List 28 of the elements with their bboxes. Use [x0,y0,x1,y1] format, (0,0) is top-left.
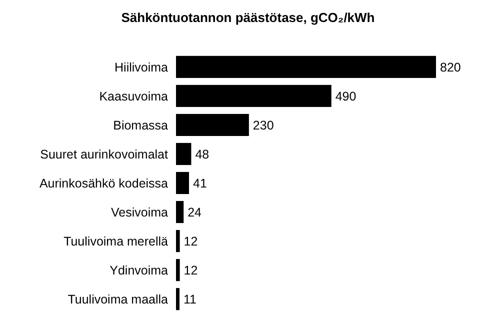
bar [176,172,189,194]
chart-title: Sähköntuotannon päästötase, gCO₂/kWh [121,10,375,25]
y-tick-label: Biomassa [113,118,168,132]
data-label: 490 [335,89,356,104]
data-label: 12 [184,234,198,248]
bar [176,259,180,282]
data-label: 41 [193,176,207,190]
bar [176,230,180,252]
bar [176,200,184,224]
bar [176,142,192,166]
bar [176,84,332,107]
data-label: 820 [440,60,461,74]
data-label: 24 [188,205,202,220]
bar [176,56,436,78]
data-label: 12 [184,263,198,278]
data-label: 11 [183,292,197,306]
y-tick-label: Kaasuvoima [99,89,168,104]
y-tick-label: Tuulivoima merellä [64,234,168,248]
bar [176,114,249,136]
y-tick-label: Ydinvoima [110,263,168,278]
bar [176,288,180,310]
data-label: 230 [252,118,274,132]
y-tick-label: Vesivoima [111,205,168,220]
y-tick-label: Hiilivoima [114,60,168,74]
y-tick-label: Suuret aurinkovoimalat [40,147,169,162]
data-label: 48 [195,147,210,162]
y-tick-label: Tuulivoima maalla [68,292,168,306]
y-tick-label: Aurinkosähkö kodeissa [39,176,168,190]
